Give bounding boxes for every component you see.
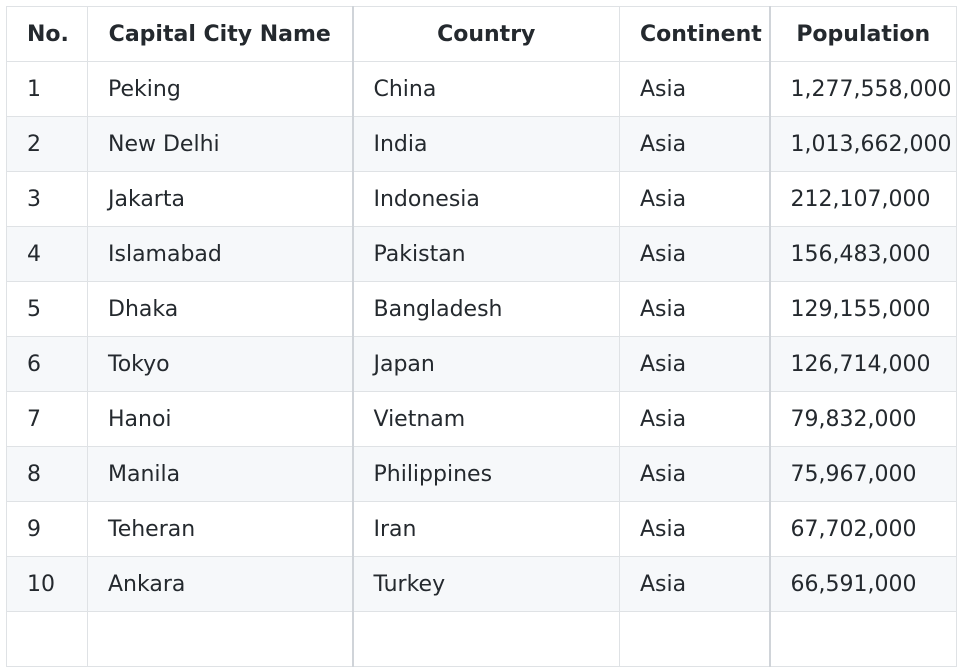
cell-population: 1,277,558,000 [768, 61, 957, 117]
table-row: 4 Islamabad Pakistan Asia 156,483,000 [6, 226, 957, 282]
header-country[interactable]: Country [351, 6, 620, 62]
cell-population: 66,591,000 [768, 556, 957, 612]
cell-country: Indonesia [351, 171, 620, 227]
cell-no: 7 [6, 391, 88, 447]
table-row: 10 Ankara Turkey Asia 66,591,000 [6, 556, 957, 612]
header-continent[interactable]: Continent [619, 6, 770, 62]
table-row: 3 Jakarta Indonesia Asia 212,107,000 [6, 171, 957, 227]
cell-no: 2 [6, 116, 88, 172]
header-capital-city-name[interactable]: Capital City Name [87, 6, 353, 62]
cell-population: 67,702,000 [768, 501, 957, 557]
cell-continent: Asia [619, 171, 770, 227]
cell-continent: Asia [619, 61, 770, 117]
table-body: 1 Peking China Asia 1,277,558,000 2 New Delhi I… [6, 61, 957, 667]
cell-continent: Asia [619, 501, 770, 557]
table-row: 1 Peking China Asia 1,277,558,000 [6, 61, 957, 117]
cell-no: 10 [6, 556, 88, 612]
cell-country: Iran [351, 501, 620, 557]
cell-capital-city: Hanoi [87, 391, 353, 447]
cell-country [351, 611, 620, 667]
cell-capital-city [87, 611, 353, 667]
cell-continent [619, 611, 770, 667]
cell-continent: Asia [619, 391, 770, 447]
cell-no: 4 [6, 226, 88, 282]
table-row: 5 Dhaka Bangladesh Asia 129,155,000 [6, 281, 957, 337]
cell-no: 8 [6, 446, 88, 502]
cell-capital-city: Jakarta [87, 171, 353, 227]
cell-continent: Asia [619, 556, 770, 612]
cell-no: 6 [6, 336, 88, 392]
cell-continent: Asia [619, 226, 770, 282]
cell-country: Bangladesh [351, 281, 620, 337]
cell-population: 75,967,000 [768, 446, 957, 502]
table-row [6, 611, 957, 667]
cell-country: Vietnam [351, 391, 620, 447]
table-row: 9 Teheran Iran Asia 67,702,000 [6, 501, 957, 557]
cell-capital-city: Islamabad [87, 226, 353, 282]
cell-population: 79,832,000 [768, 391, 957, 447]
table-row: 8 Manila Philippines Asia 75,967,000 [6, 446, 957, 502]
cell-no: 3 [6, 171, 88, 227]
table-row: 6 Tokyo Japan Asia 126,714,000 [6, 336, 957, 392]
cell-country: India [351, 116, 620, 172]
cell-population: 212,107,000 [768, 171, 957, 227]
cell-capital-city: Peking [87, 61, 353, 117]
cell-capital-city: Tokyo [87, 336, 353, 392]
cell-population [768, 611, 957, 667]
cell-population: 1,013,662,000 [768, 116, 957, 172]
cell-population: 126,714,000 [768, 336, 957, 392]
cell-capital-city: Dhaka [87, 281, 353, 337]
cell-population: 129,155,000 [768, 281, 957, 337]
header-population[interactable]: Population [768, 6, 957, 62]
header-row: No. Capital City Name Country Continent … [6, 6, 957, 62]
cell-continent: Asia [619, 116, 770, 172]
cell-no: 9 [6, 501, 88, 557]
cell-continent: Asia [619, 336, 770, 392]
cell-capital-city: Ankara [87, 556, 353, 612]
cell-country: Pakistan [351, 226, 620, 282]
cell-continent: Asia [619, 446, 770, 502]
cell-capital-city: Teheran [87, 501, 353, 557]
cell-country: China [351, 61, 620, 117]
cell-continent: Asia [619, 281, 770, 337]
cell-capital-city: New Delhi [87, 116, 353, 172]
cell-no [6, 611, 88, 667]
table-row: 2 New Delhi India Asia 1,013,662,000 [6, 116, 957, 172]
cell-population: 156,483,000 [768, 226, 957, 282]
table-row: 7 Hanoi Vietnam Asia 79,832,000 [6, 391, 957, 447]
cell-no: 1 [6, 61, 88, 117]
cell-country: Japan [351, 336, 620, 392]
cell-no: 5 [6, 281, 88, 337]
cell-country: Turkey [351, 556, 620, 612]
table-header: No. Capital City Name Country Continent … [6, 6, 957, 62]
cell-capital-city: Manila [87, 446, 353, 502]
header-no[interactable]: No. [6, 6, 88, 62]
cell-country: Philippines [351, 446, 620, 502]
capital-cities-table: No. Capital City Name Country Continent … [6, 6, 957, 667]
